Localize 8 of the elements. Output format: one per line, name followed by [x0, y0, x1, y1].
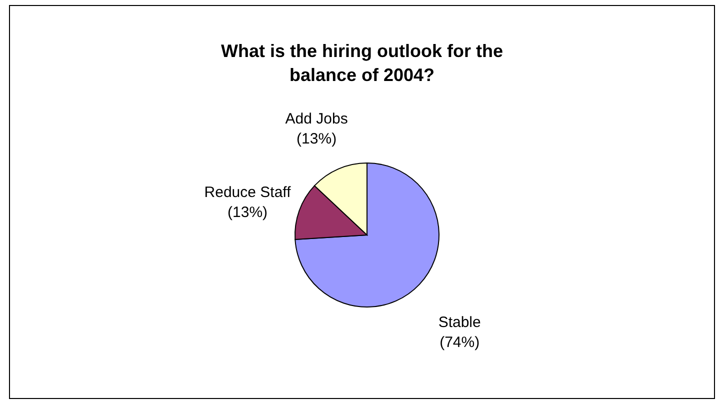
chart-title: What is the hiring outlook for the balance of 2004?: [221, 41, 503, 85]
slice-label: Add Jobs: [285, 110, 348, 128]
data-label: (13%): [228, 204, 268, 221]
data-label: (74%): [440, 334, 480, 351]
pie-slice: [294, 162, 440, 308]
slice-label: Stable: [438, 314, 481, 331]
data-label: (13%): [296, 130, 337, 148]
slice-label: Reduce Staff: [204, 184, 292, 201]
